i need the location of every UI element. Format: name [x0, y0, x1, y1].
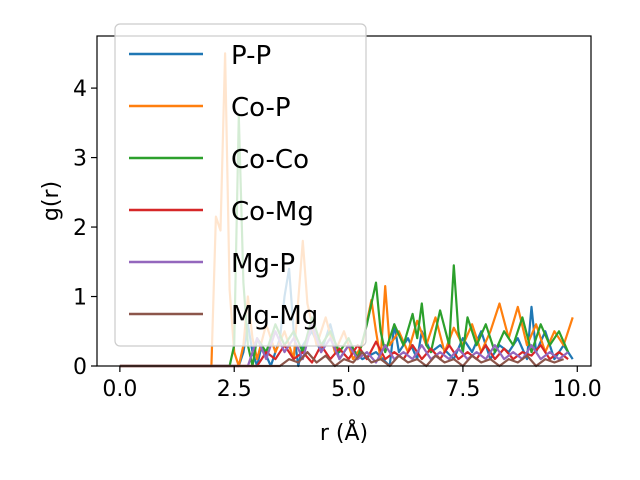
- y-axis: 0 1 2 3 4: [73, 77, 97, 380]
- y-tick-label: 1: [73, 286, 87, 311]
- legend-label: Co-Co: [231, 145, 309, 175]
- x-tick-label: 2.5: [217, 377, 252, 402]
- x-axis-label: r (Å): [320, 419, 368, 446]
- y-tick-label: 4: [73, 77, 87, 102]
- x-tick-label: 7.5: [445, 377, 480, 402]
- legend-box: [114, 23, 367, 347]
- x-tick-label: 10.0: [553, 377, 602, 402]
- x-axis: 0.0 2.5 5.0 7.5 10.0: [102, 366, 602, 402]
- y-tick-label: 3: [73, 147, 87, 172]
- series-line-mg-mg: [119, 351, 564, 368]
- legend-label: Mg-Mg: [231, 301, 318, 331]
- legend-label: Co-Mg: [231, 197, 314, 227]
- legend-label: Co-P: [231, 93, 291, 123]
- legend: P-P Co-P Co-Co Co-Mg Mg-P Mg-Mg: [114, 23, 367, 347]
- x-tick-label: 5.0: [331, 377, 366, 402]
- legend-label: P-P: [231, 41, 271, 71]
- series-line-co-co: [119, 114, 570, 368]
- x-tick-label: 0.0: [102, 377, 137, 402]
- legend-label: Mg-P: [231, 249, 295, 279]
- y-axis-label: g(r): [39, 181, 64, 221]
- y-tick-label: 2: [73, 216, 87, 241]
- y-tick-label: 0: [73, 355, 87, 380]
